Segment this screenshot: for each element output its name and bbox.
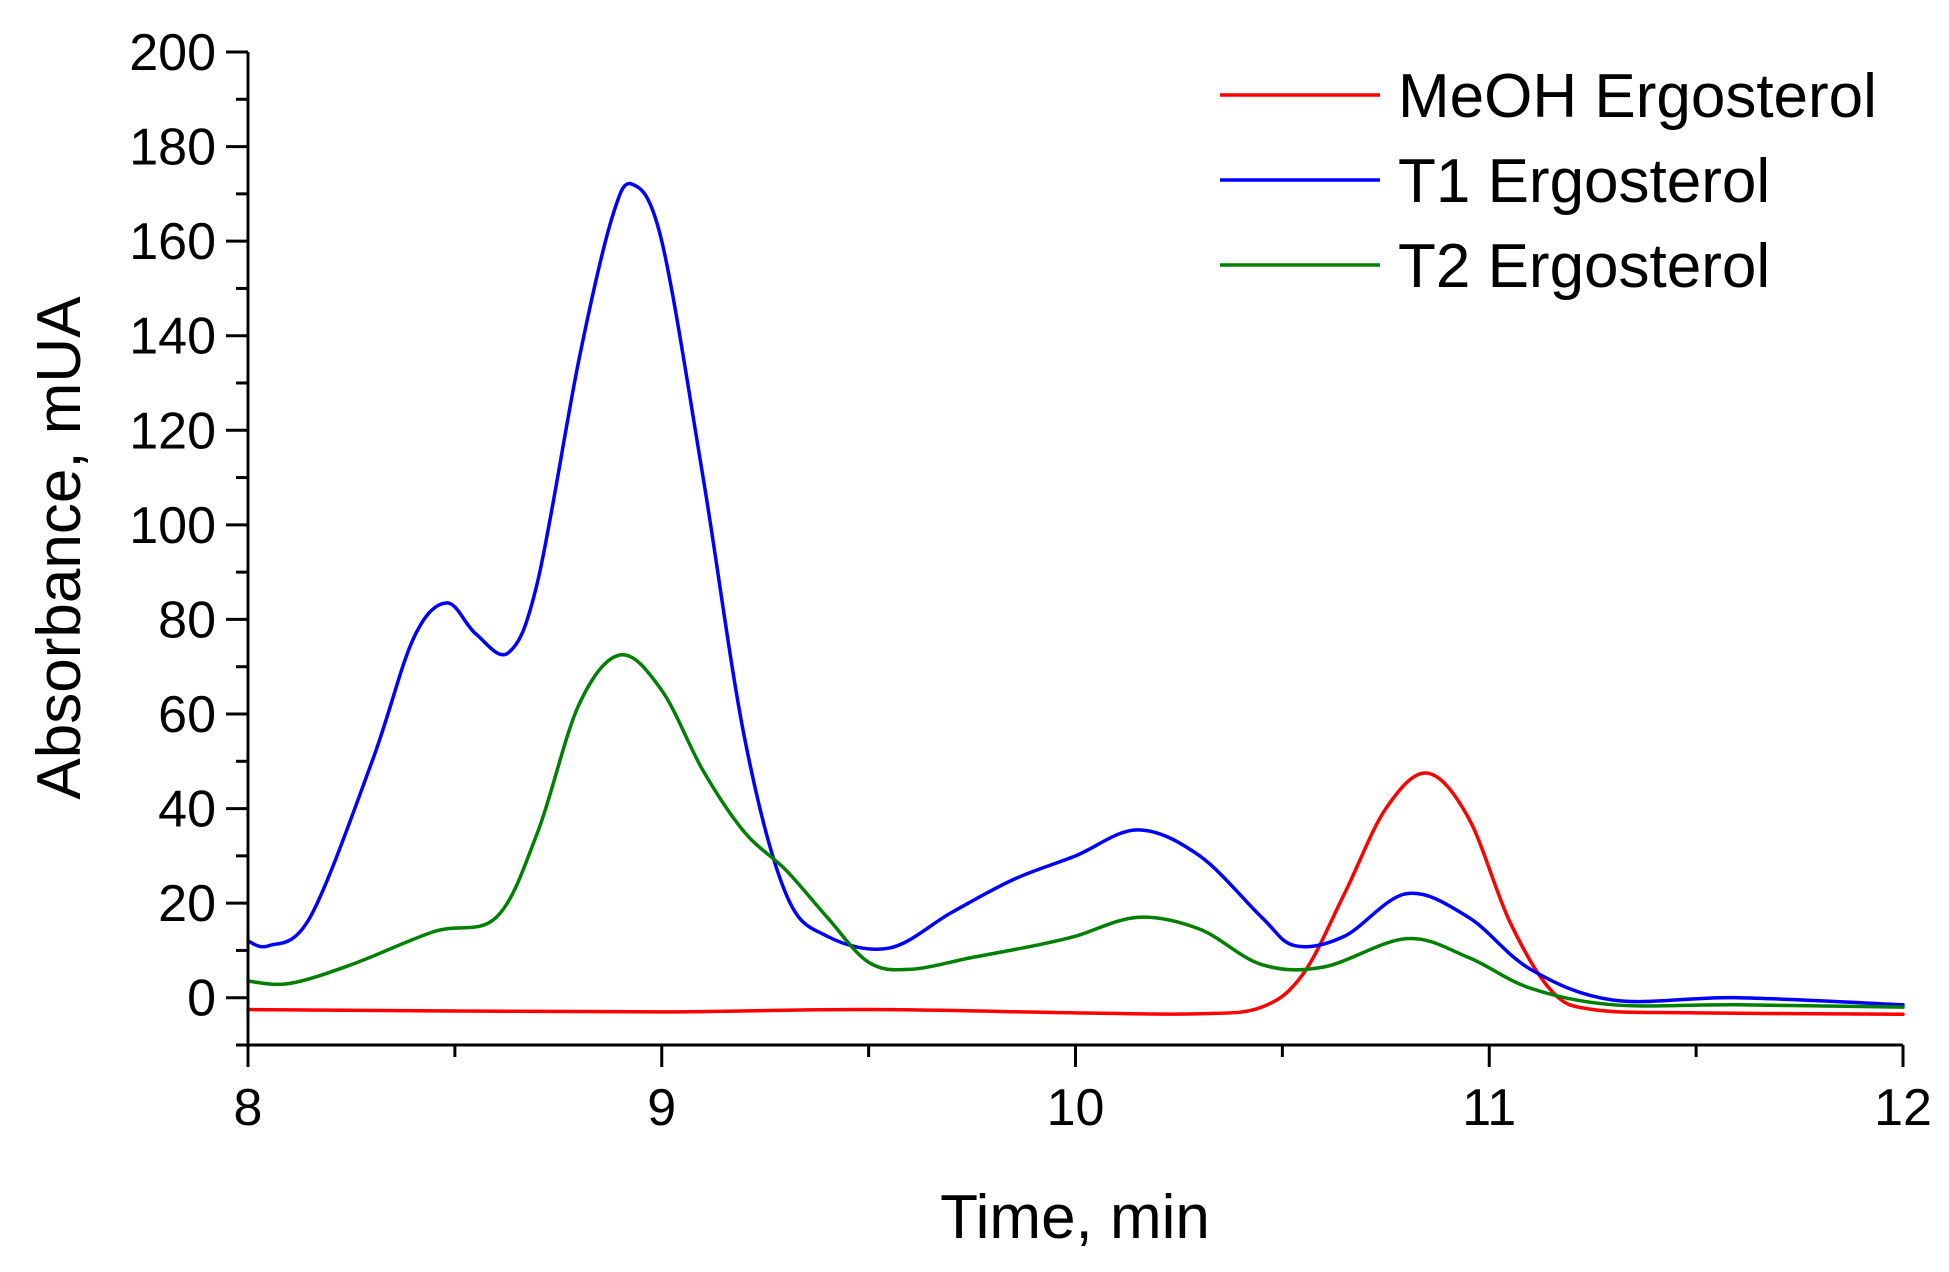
legend-label-t1-ergosterol: T1 Ergosterol	[1398, 147, 1770, 216]
y-tick-label: 160	[129, 213, 216, 271]
series-line-t1-ergosterol	[246, 181, 1905, 1007]
y-tick-label: 200	[129, 24, 216, 82]
y-tick-label: 20	[158, 875, 216, 933]
series-line-meoh-ergosterol	[246, 771, 1905, 1017]
x-tick-label: 11	[1462, 1079, 1516, 1137]
y-tick-label: 180	[129, 119, 216, 177]
x-tick-label: 8	[234, 1079, 263, 1137]
x-axis-title: Time, min	[940, 1183, 1210, 1252]
y-axis-title: Absorbance, mUA	[25, 296, 94, 800]
legend: MeOH Ergosterol T1 Ergosterol T2 Ergostero…	[1220, 62, 1877, 301]
x-tick-label: 12	[1874, 1079, 1932, 1137]
y-tick-label: 100	[129, 497, 216, 555]
y-tick-label: 60	[158, 686, 216, 744]
y-tick-label: 0	[187, 970, 216, 1028]
y-tick-label: 80	[158, 591, 216, 649]
y-tick-label: 40	[158, 781, 216, 839]
y-tick-label: 120	[129, 402, 216, 460]
x-tick-label: 10	[1047, 1079, 1105, 1137]
y-tick-label: 140	[129, 308, 216, 366]
legend-label-t2-ergosterol: T2 Ergosterol	[1398, 232, 1770, 301]
x-tick-label: 9	[647, 1079, 676, 1137]
plot-lines	[246, 181, 1905, 1017]
legend-label-meoh-ergosterol: MeOH Ergosterol	[1398, 62, 1877, 131]
y-axis-ticks: 0 20 40 60 80 100 120 140 160 180 200	[129, 24, 248, 1047]
series-line-t2-ergosterol	[246, 653, 1905, 1009]
x-axis-ticks: 8 9 10 11 12	[234, 1045, 1932, 1137]
